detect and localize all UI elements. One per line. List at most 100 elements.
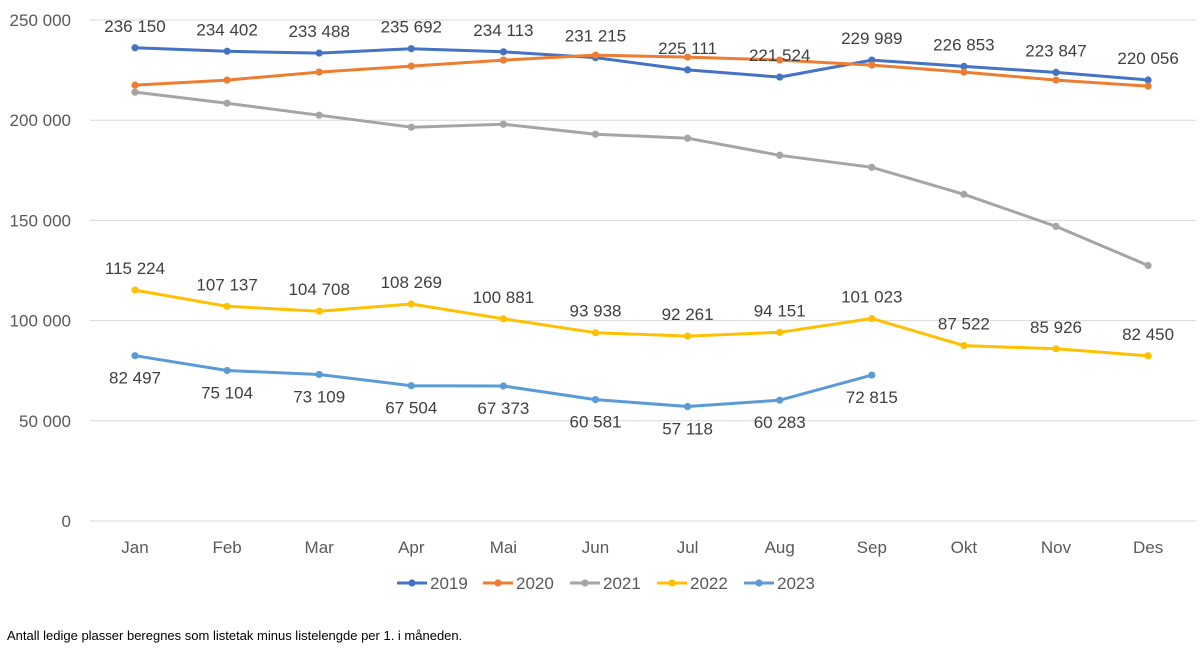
y-tick-label: 200 000 [10, 111, 71, 130]
data-label-2022: 92 261 [662, 305, 714, 324]
data-point-2020 [684, 53, 692, 61]
data-label-2023: 60 581 [570, 413, 622, 432]
data-point-2021 [131, 88, 139, 96]
data-label-2022: 93 938 [570, 302, 622, 321]
legend-label: 2020 [516, 574, 554, 593]
data-point-2020 [1052, 76, 1060, 84]
legend-item-2020: 2020 [483, 574, 554, 593]
data-point-2019 [223, 47, 231, 55]
series-2023 [131, 352, 876, 411]
legend-item-2019: 2019 [397, 574, 468, 593]
data-point-2020 [407, 62, 415, 70]
data-point-2022 [684, 332, 692, 340]
series-2019 [131, 44, 1152, 84]
data-point-2019 [407, 45, 415, 53]
series-line-2022 [133, 288, 1150, 358]
data-point-2022 [315, 307, 323, 315]
data-point-2021 [960, 190, 968, 198]
data-label-2019: 236 150 [104, 17, 165, 36]
series-line-2020 [133, 53, 1150, 88]
data-point-2019 [499, 48, 507, 56]
data-point-2022 [407, 300, 415, 308]
data-point-2019 [776, 73, 784, 81]
data-point-2019 [315, 49, 323, 57]
legend-swatch-marker [494, 579, 502, 587]
data-point-2023 [591, 395, 600, 404]
footnote: Antall ledige plasser beregnes som liste… [7, 628, 463, 643]
series-2021 [131, 88, 1152, 270]
legend-label: 2023 [777, 574, 815, 593]
y-tick-label: 150 000 [10, 211, 71, 230]
data-point-2021 [1052, 222, 1060, 231]
data-point-2019 [960, 62, 968, 70]
series-line-2019 [133, 46, 1150, 82]
x-tick-label: Jan [121, 538, 148, 557]
data-point-2022 [591, 329, 600, 337]
data-label-2022: 104 708 [288, 280, 349, 299]
y-tick-label: 250 000 [10, 11, 71, 30]
legend: 2019 2020 2021 2022 2023 [397, 574, 815, 593]
x-tick-label: Des [1133, 538, 1163, 557]
data-labels: 236 150 234 402 233 488 235 692 234 113 231 2… [104, 17, 1179, 439]
data-label-2019: 220 056 [1117, 49, 1178, 68]
data-label-2019: 235 692 [381, 18, 442, 37]
x-tick-label: Jul [677, 538, 699, 557]
data-label-2022: 107 137 [196, 275, 257, 294]
data-label-2023: 73 109 [293, 387, 345, 406]
data-point-2019 [684, 66, 692, 74]
legend-label: 2019 [430, 574, 468, 593]
data-point-2023 [407, 382, 415, 390]
data-point-2022 [1144, 352, 1152, 360]
data-point-2023 [868, 371, 876, 379]
data-label-2019: 229 989 [841, 29, 902, 48]
data-point-2021 [684, 134, 692, 142]
data-point-2020 [776, 56, 784, 64]
data-label-2019: 234 402 [196, 20, 257, 39]
data-point-2021 [499, 120, 507, 128]
data-label-2022: 82 450 [1122, 325, 1174, 344]
data-point-2021 [1144, 261, 1152, 270]
gridlines [90, 19, 1196, 522]
data-point-2020 [499, 56, 507, 64]
data-label-2022: 85 926 [1030, 318, 1082, 337]
legend-label: 2022 [690, 574, 728, 593]
data-point-2021 [776, 151, 784, 159]
legend-item-2023: 2023 [744, 574, 815, 593]
x-tick-label: Sep [857, 538, 887, 557]
legend-item-2022: 2022 [657, 574, 728, 593]
data-point-2019 [1052, 68, 1060, 77]
data-point-2022 [960, 342, 968, 350]
data-point-2023 [684, 402, 692, 411]
series [131, 44, 1152, 411]
y-tick-label: 100 000 [10, 312, 71, 331]
data-label-2019: 231 215 [565, 27, 626, 46]
data-label-2023: 82 497 [109, 369, 161, 388]
data-label-2022: 101 023 [841, 288, 902, 307]
series-2020 [131, 51, 1152, 90]
data-label-2019: 226 853 [933, 35, 994, 54]
data-point-2019 [868, 56, 876, 64]
data-point-2023 [131, 352, 139, 360]
legend-swatch-marker [581, 579, 589, 587]
data-point-2020 [960, 68, 968, 76]
data-label-2019: 233 488 [288, 22, 349, 41]
data-point-2020 [131, 81, 139, 89]
x-tick-label: Mai [490, 538, 517, 557]
data-label-2022: 115 224 [105, 259, 165, 278]
data-label-2022: 108 269 [381, 273, 442, 292]
x-tick-label: Feb [212, 538, 241, 557]
y-tick-label: 0 [62, 512, 71, 531]
data-label-2022: 94 151 [754, 301, 806, 320]
x-tick-label: Aug [765, 538, 795, 557]
data-label-2019: 221 524 [749, 46, 810, 65]
data-label-2022: 87 522 [938, 315, 990, 334]
legend-item-2021: 2021 [570, 574, 641, 593]
data-point-2022 [223, 302, 231, 310]
data-point-2021 [591, 130, 600, 138]
data-label-2023: 67 504 [385, 399, 437, 418]
data-point-2019 [1144, 76, 1152, 84]
data-point-2019 [131, 44, 139, 52]
data-point-2021 [407, 123, 415, 131]
data-point-2023 [776, 396, 784, 404]
data-point-2023 [223, 366, 231, 375]
